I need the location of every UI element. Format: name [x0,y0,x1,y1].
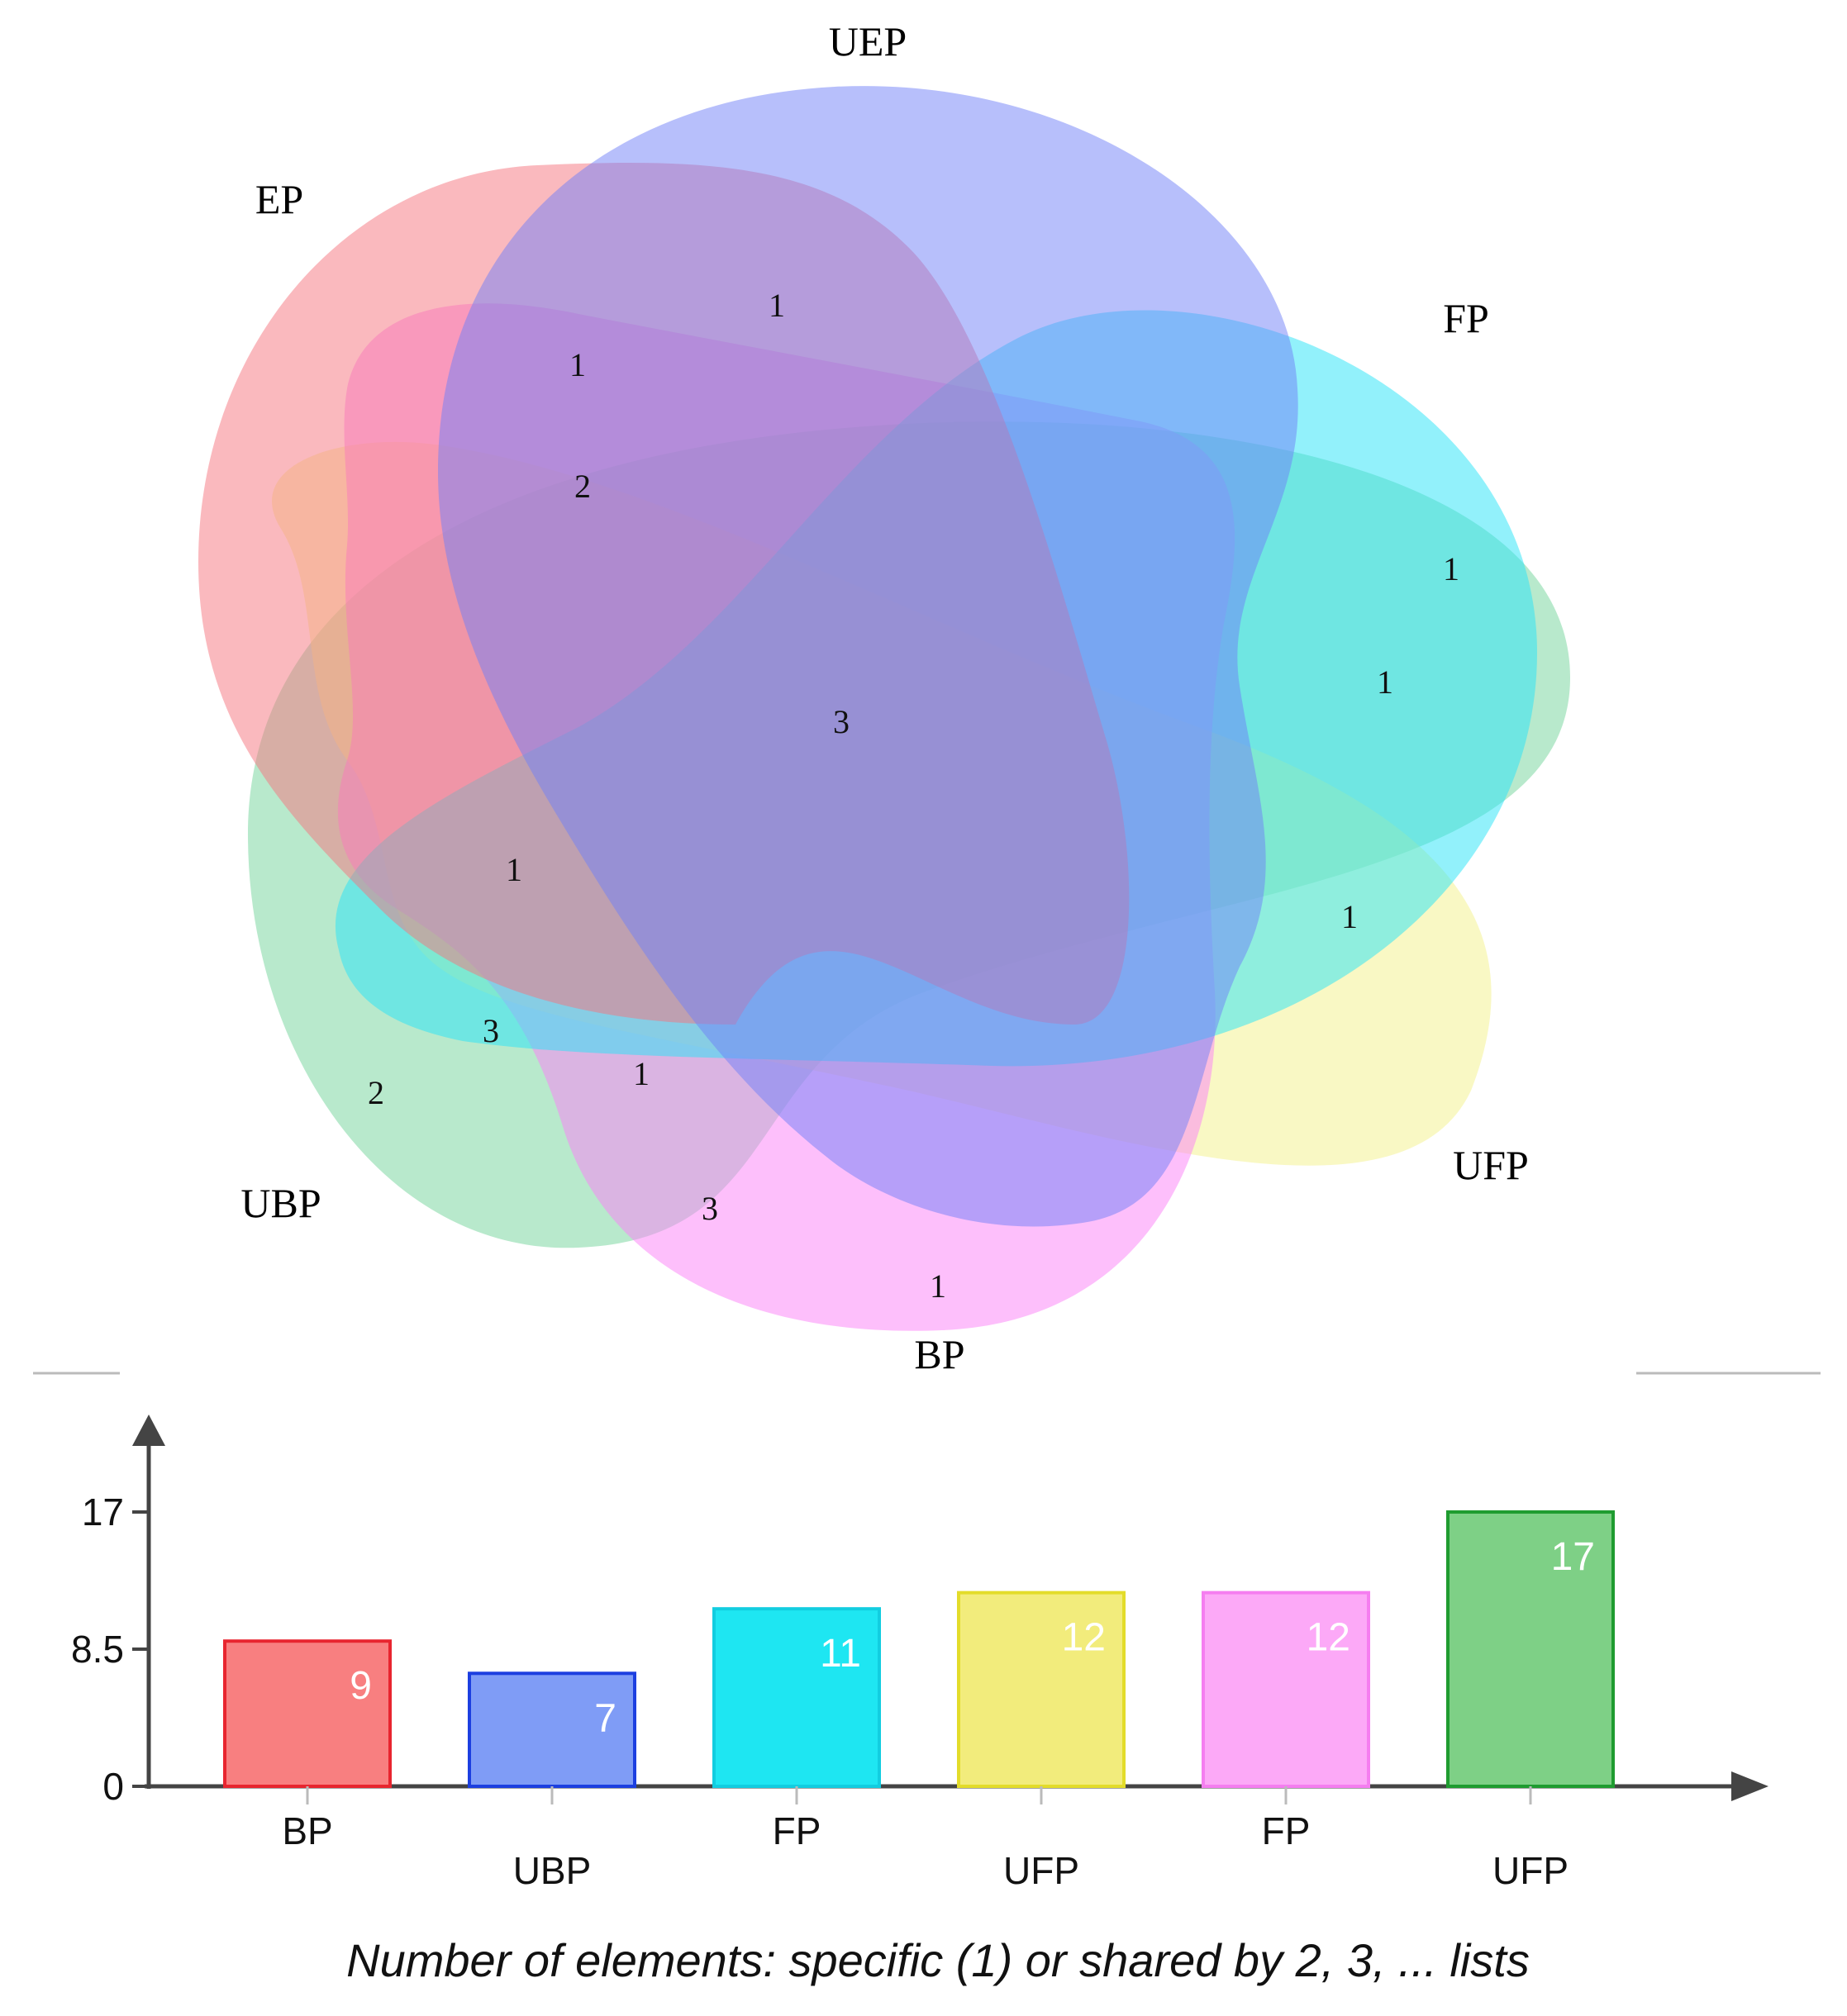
bar [1202,1590,1370,1789]
y-axis-arrow-icon [132,1415,165,1446]
venn-region-counts: 1 1 2 1 1 3 1 1 3 2 1 3 1 [368,287,1459,1305]
region-count: 1 [506,851,522,888]
set-label-uep: UEP [829,18,907,64]
venn-shapes [198,86,1570,1331]
region-count: 1 [1377,663,1393,701]
bar [957,1590,1126,1789]
y-tick-label: 0 [102,1765,124,1808]
y-tick-label: 17 [82,1491,124,1533]
region-count: 1 [1341,898,1358,935]
region-count: 3 [702,1190,718,1227]
set-label-fp: FP [1443,295,1489,341]
region-count: 3 [483,1012,499,1049]
bar [468,1671,636,1788]
bar-chart: 0 8.5 17 9 7 11 12 12 17 BP UBP FP UFP FP UFP Number… [71,1415,1768,1986]
category-label: UBP [513,1849,592,1892]
category-label: FP [1262,1809,1311,1852]
category-label: UFP [1003,1849,1079,1892]
bar-value-label: 9 [350,1664,372,1708]
bar-value-label: 11 [820,1632,861,1676]
bar [712,1607,881,1789]
region-count: 1 [930,1267,946,1305]
category-label: UFP [1492,1849,1569,1892]
set-label-ep: EP [255,176,303,222]
bar [1446,1510,1615,1788]
venn-diagram: UEP EP FP UFP BP UBP 1 1 2 1 1 3 1 1 3 2… [198,18,1570,1377]
region-count: 1 [569,346,586,383]
category-labels: BP UBP FP UFP FP UFP [282,1786,1569,1892]
bar-value-label: 12 [1307,1616,1350,1660]
set-label-bp: BP [914,1331,964,1377]
region-count: 1 [769,287,785,324]
set-shape-uep [438,86,1298,1227]
bar [223,1639,392,1789]
region-count: 3 [833,703,850,740]
set-label-ufp: UFP [1453,1142,1529,1188]
set-label-ubp: UBP [240,1180,321,1226]
category-label: FP [773,1809,821,1852]
category-label: BP [282,1809,332,1852]
bar-value-label: 17 [1551,1535,1595,1579]
x-axis-caption: Number of elements: specific (1) or shar… [346,1934,1530,1986]
region-count: 1 [1443,550,1459,587]
venn-set-labels: UEP EP FP UFP BP UBP [240,18,1529,1377]
y-ticks: 0 8.5 17 [71,1491,149,1808]
x-axis-arrow-icon [1731,1771,1768,1801]
region-count: 2 [574,468,591,505]
bar-value-label: 12 [1062,1616,1106,1660]
y-tick-label: 8.5 [71,1628,124,1671]
region-count: 1 [633,1055,650,1092]
bars: 9 7 11 12 12 17 [223,1510,1615,1789]
region-count: 2 [368,1074,384,1111]
bar-value-label: 7 [594,1696,616,1740]
